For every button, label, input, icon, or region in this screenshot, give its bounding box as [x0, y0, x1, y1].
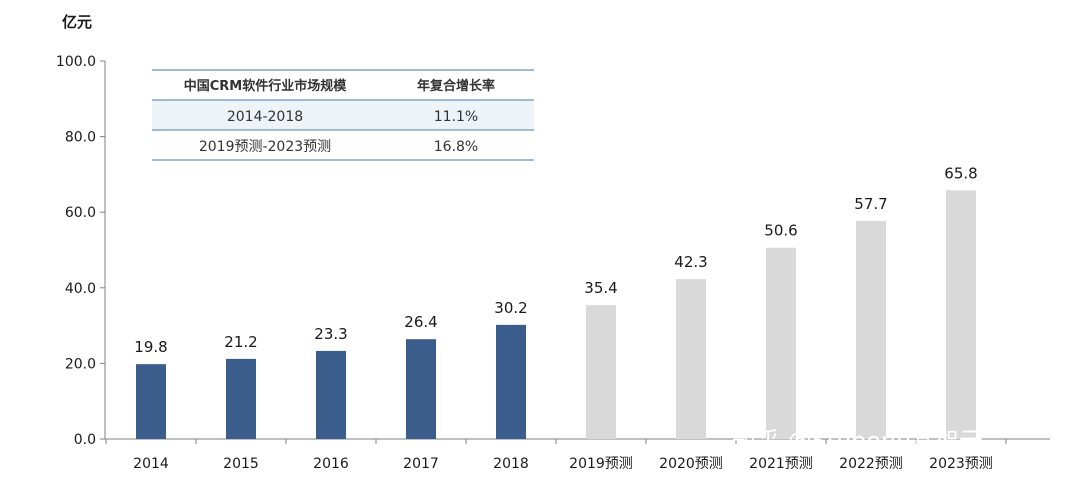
data-label: 30.2 [494, 299, 527, 317]
table-cell-cagr: 11.1% [434, 109, 478, 125]
x-tick-label: 2016 [313, 456, 349, 472]
bar [856, 220, 886, 439]
y-tick-label: 80.0 [65, 130, 96, 146]
bar [136, 364, 166, 439]
table-cell-cagr: 16.8% [434, 139, 478, 155]
x-tick-label: 2017 [403, 456, 439, 472]
y-tick-label: 20.0 [65, 356, 96, 372]
bar [676, 279, 706, 439]
y-tick-label: 0.0 [74, 432, 96, 448]
y-tick-label: 60.0 [65, 205, 96, 221]
x-tick-label: 2015 [223, 456, 259, 472]
bar [586, 305, 616, 439]
x-tick-label: 2018 [493, 456, 529, 472]
watermark: 知乎 @Stepone基智云 [732, 427, 983, 455]
table-cell-period: 2014-2018 [227, 109, 303, 125]
data-label: 65.8 [944, 164, 977, 182]
data-label: 23.3 [314, 325, 347, 343]
data-label: 21.2 [224, 333, 257, 351]
chart-labels: 19.8 2014 21.2 2015 23.3 2016 26.4 2017 30.2 2018… [133, 164, 993, 472]
x-tick-label: 2022预测 [839, 456, 903, 472]
table-cell-period: 2019预测-2023预测 [199, 139, 331, 155]
table-header: 年复合增长率 [417, 78, 495, 94]
bar [406, 339, 436, 439]
chart-bars [136, 190, 976, 439]
data-label: 19.8 [134, 338, 167, 356]
cagr-table: 中国CRM软件行业市场规模 年复合增长率 2014-2018 11.1% 2019预测-… [152, 69, 534, 161]
data-label: 35.4 [584, 279, 617, 297]
bar [766, 247, 796, 439]
y-axis-unit-label: 亿元 [62, 13, 92, 31]
x-tick-label: 2021预测 [749, 456, 813, 472]
bar [496, 324, 526, 439]
table-row-highlight [152, 100, 534, 130]
bar [226, 358, 256, 439]
data-label: 57.7 [854, 195, 887, 213]
x-tick-label: 2020预测 [659, 456, 723, 472]
data-label: 26.4 [404, 313, 437, 331]
y-tick-label: 100.0 [56, 54, 96, 70]
x-tick-label: 2019预测 [569, 456, 633, 472]
x-tick-label: 2014 [133, 456, 169, 472]
chart-axes: 亿元 0.0 20.0 40.0 60.0 80.0 100.0 [56, 13, 1050, 448]
bar [316, 350, 346, 439]
table-header: 中国CRM软件行业市场规模 [184, 78, 347, 94]
x-tick-label: 2023预测 [929, 456, 993, 472]
y-tick-label: 40.0 [65, 281, 96, 297]
data-label: 42.3 [674, 253, 707, 271]
bar [946, 190, 976, 439]
data-label: 50.6 [764, 222, 797, 240]
